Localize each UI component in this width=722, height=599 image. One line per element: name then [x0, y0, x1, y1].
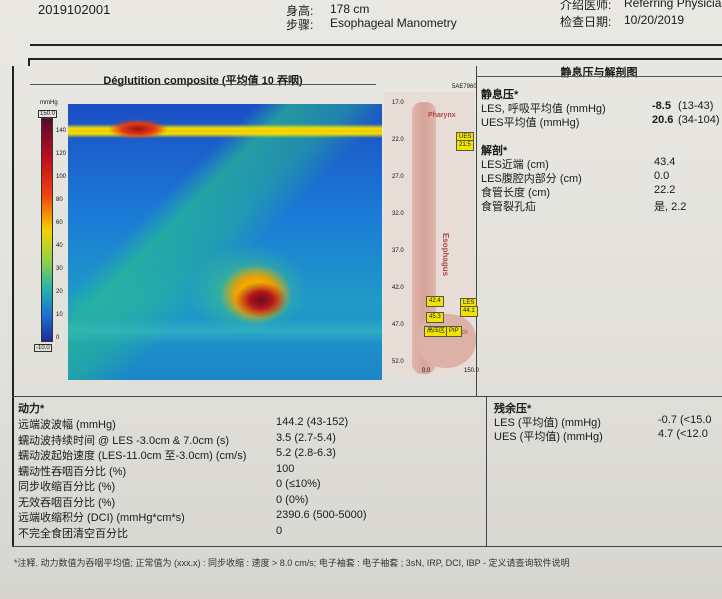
patient-id: 2019102001	[38, 2, 111, 17]
frame-divider-v	[476, 66, 477, 396]
resting-row-range: (34-104)	[678, 114, 720, 126]
depth-label: 27.0	[392, 174, 404, 180]
dynamics-row-label: 远端收缩积分 (DCI) (mmHg*cm*s)	[18, 512, 185, 524]
resting-row-value: -8.5	[652, 100, 671, 112]
frame-divider-v2	[486, 396, 487, 546]
resting-row-label: LES, 呼吸平均值 (mmHg)	[481, 103, 606, 115]
frame-top	[28, 58, 722, 60]
scale-tick-label: 10	[56, 312, 63, 318]
residual-row-value: -0.7 (<15.0	[658, 414, 712, 426]
anatomy-code: 5AE7960	[452, 84, 477, 90]
marker-42-4: 42.4	[426, 296, 444, 307]
dynamics-row-value: 5.2 (2.8-6.3)	[276, 447, 336, 459]
residual-row-value: 4.7 (<12.0	[658, 428, 708, 440]
dynamics-row-value: 100	[276, 462, 295, 475]
anatomy-row-value: 是, 2.2	[654, 201, 687, 213]
pharynx-label: Pharynx	[428, 112, 456, 119]
frame-left-top	[28, 58, 30, 66]
depth-label: 47.0	[392, 322, 404, 328]
residual-row-label: UES (平均值) (mmHg)	[494, 431, 603, 443]
frame-divider-h	[12, 396, 722, 397]
anatomy-title-rule	[476, 76, 722, 77]
anatomy-row-label: LES近端 (cm)	[481, 159, 549, 171]
ues-peak-region	[108, 118, 168, 140]
dynamics-row-value: 3.5 (2.7-5.4)	[276, 431, 336, 444]
stomach-shape	[416, 314, 476, 368]
resting-row-range: (13-43)	[678, 100, 714, 112]
marker-pip: PIP	[446, 326, 462, 337]
frame-left	[12, 66, 14, 546]
plot-title: Déglutition composite (平均值 10 吞咽)	[103, 75, 303, 87]
scale-tick-label: 0	[56, 335, 60, 341]
anatomy-section-heading: 解剖*	[481, 145, 508, 157]
dynamics-row-label: 蠕动波持续时间 @ LES -3.0cm & 7.0cm (s)	[18, 434, 230, 447]
anatomy-row-value: 43.4	[654, 156, 676, 168]
anatomy-row-value: 22.2	[654, 184, 676, 196]
anatomy-row-value: 0.0	[654, 170, 670, 182]
dynamics-row-label: 远端波波幅 (mmHg)	[18, 419, 116, 431]
scale-top: 150.0	[38, 110, 58, 118]
dynamics-row-label: 无效吞咽百分比 (%)	[18, 496, 116, 509]
esophagus-label: Esophagus	[441, 232, 451, 277]
referring-value: Referring Physician	[624, 0, 722, 10]
ues-value: 21.5	[456, 140, 474, 151]
resting-heading: 静息压*	[481, 89, 519, 101]
scale-tick-label: 140	[56, 128, 67, 134]
les-value: 44.1	[460, 306, 478, 317]
anatomy-title: 静息压与解剖图	[560, 67, 638, 79]
procedure-label: 步骤:	[286, 18, 314, 32]
resting-row-label: UES平均值 (mmHg)	[481, 117, 580, 129]
referring-label: 介绍医师:	[560, 0, 612, 12]
marker-45-3: 45.3	[426, 312, 444, 323]
height-label: 身高:	[286, 4, 314, 18]
dynamics-heading: 动力*	[18, 403, 45, 415]
scale-tick-label: 40	[56, 243, 63, 249]
height-value: 178 cm	[330, 2, 370, 16]
plot-title-rule	[30, 84, 376, 85]
anatomy-axis-left: 0.0	[422, 368, 431, 374]
dynamics-row-label: 蠕动波起始速度 (LES-11.0cm 至-3.0cm) (cm/s)	[18, 450, 247, 462]
header-rule	[30, 44, 722, 46]
date-value: 10/20/2019	[624, 13, 685, 27]
residual-heading: 残余压*	[494, 403, 532, 415]
scale-tick-label: 80	[56, 197, 63, 203]
dynamics-row-value: 0 (0%)	[276, 493, 309, 506]
marker-high-pressure: 高压区	[424, 326, 449, 337]
les-pressure-band	[68, 318, 382, 344]
scale-tick-label: 30	[56, 266, 63, 272]
dynamics-row-value: 0 (≤10%)	[276, 478, 321, 490]
scale-tick-label: 100	[56, 174, 67, 180]
footnote: *注释. 动力数值为吞咽平均值; 正常值为 (xxx.x) : 同步收缩 : 速…	[14, 558, 570, 568]
depth-label: 22.0	[392, 137, 404, 143]
scale-tick-label: 120	[56, 151, 67, 157]
depth-label: 17.0	[392, 100, 404, 106]
resting-row-value: 20.6	[652, 114, 674, 126]
plot-unit: mmHg	[40, 100, 58, 106]
dynamics-row-value: 144.2 (43-152)	[276, 416, 349, 428]
frame-bottom	[12, 546, 722, 547]
residual-row-label: LES (平均值) (mmHg)	[494, 417, 601, 429]
dynamics-row-label: 不完全食团清空百分比	[18, 527, 128, 540]
depth-label: 32.0	[392, 211, 404, 217]
depth-label: 52.0	[392, 359, 404, 365]
scale-tick-label: 60	[56, 220, 63, 226]
dynamics-row-label: 同步收缩百分比 (%)	[18, 481, 116, 493]
procedure-value: Esophageal Manometry	[330, 16, 457, 30]
dynamics-row-value: 0	[276, 524, 283, 537]
anatomy-row-label: LES腹腔内部分 (cm)	[481, 173, 582, 185]
anatomy-row-label: 食管长度 (cm)	[481, 187, 551, 199]
anatomy-row-label: 食管裂孔疝	[481, 201, 536, 213]
color-scale-bar	[41, 118, 53, 342]
anatomy-axis-right: 150.0	[464, 368, 480, 374]
dynamics-row-label: 蠕动性吞咽百分比 (%)	[18, 465, 127, 478]
depth-label: 42.0	[392, 285, 404, 291]
dynamics-row-value: 2390.6 (500-5000)	[276, 509, 367, 521]
date-label: 检查日期:	[560, 15, 612, 29]
scale-bottom: -10.0	[34, 344, 52, 352]
scale-tick-label: 20	[56, 289, 63, 295]
depth-label: 37.0	[392, 248, 404, 254]
